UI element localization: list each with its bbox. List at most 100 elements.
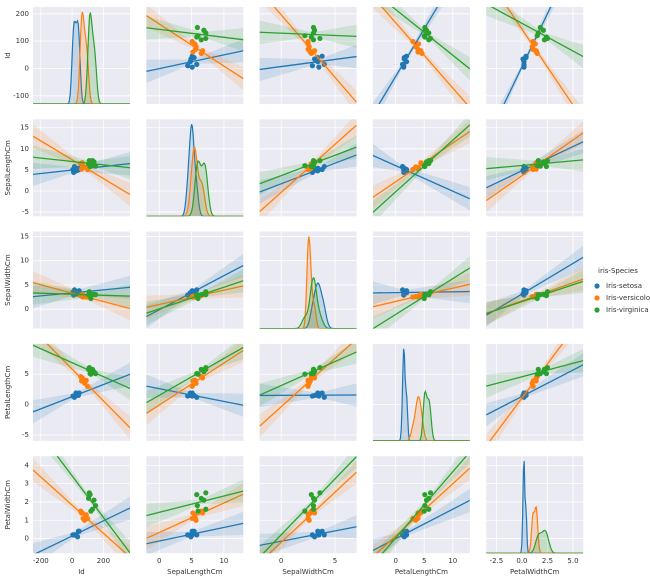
x-tick-label: -200 — [33, 557, 49, 565]
y-axis-label: SepalLengthCm — [4, 140, 12, 195]
plot-area — [33, 271, 130, 321]
scatter-point — [83, 377, 89, 383]
panel-background — [259, 343, 357, 441]
regression-line — [391, 7, 470, 70]
scatter-point — [308, 371, 314, 377]
scatter-point — [533, 48, 539, 54]
confidence-band — [50, 456, 130, 554]
regression-line — [56, 456, 130, 554]
regression-line — [146, 490, 244, 517]
panel — [259, 343, 357, 441]
legend-marker — [594, 307, 600, 313]
regression-line — [33, 344, 130, 390]
regression-line — [372, 267, 470, 329]
scatter-point — [85, 383, 91, 389]
scatter-point — [92, 163, 99, 169]
y-tick-label: 10 — [20, 257, 29, 265]
panel — [259, 231, 357, 329]
scatter-point — [309, 63, 316, 69]
scatter-point — [401, 54, 407, 61]
scatter-point — [319, 390, 325, 396]
panel-background — [146, 231, 244, 329]
y-tick-label: 3 — [25, 480, 29, 488]
scatter-point — [185, 532, 191, 538]
scatter-point — [422, 503, 428, 509]
regression-line — [259, 154, 357, 193]
y-tick-label: 100 — [16, 37, 29, 45]
panel-background — [372, 456, 470, 554]
scatter-point — [537, 292, 543, 298]
panel — [372, 7, 470, 104]
scatter-point — [540, 159, 546, 165]
plot-area — [486, 121, 584, 213]
scatter-point — [189, 64, 195, 70]
scatter-point — [89, 506, 96, 512]
scatter-point — [410, 38, 416, 45]
y-tick-label: 2 — [25, 498, 29, 506]
y-tick-label: 0 — [25, 187, 29, 195]
scatter-point — [316, 64, 322, 70]
confidence-band — [372, 256, 470, 329]
panel — [259, 119, 357, 217]
scatter-point — [189, 383, 195, 389]
x-tick-label: 5 — [189, 557, 193, 565]
panel — [372, 231, 470, 329]
y-tick-label: 0 — [25, 64, 29, 72]
panel-background — [259, 7, 357, 104]
x-tick-label: 200 — [97, 557, 110, 565]
x-tick-label: 2.5 — [542, 557, 553, 565]
scatter-point — [535, 158, 541, 164]
scatter-point — [79, 375, 85, 381]
scatter-point — [305, 377, 311, 383]
kde-curve — [372, 395, 470, 441]
scatter-point — [305, 512, 311, 518]
scatter-point — [191, 392, 197, 399]
kde-curve — [146, 160, 244, 217]
scatter-point — [418, 160, 424, 166]
confidence-band — [265, 7, 357, 104]
scatter-point — [195, 508, 201, 514]
panel — [486, 343, 584, 441]
y-tick-label: 10 — [20, 145, 29, 153]
plot-area — [259, 7, 357, 104]
x-axis-label: Id — [78, 568, 85, 576]
x-tick-label: 0 — [70, 557, 74, 565]
y-tick-label: 15 — [20, 232, 29, 240]
scatter-point — [194, 532, 200, 538]
scatter-point — [311, 375, 318, 381]
scatter-point — [521, 63, 527, 69]
kde-curve — [33, 11, 130, 104]
regression-line — [381, 456, 468, 554]
scatter-point — [422, 34, 428, 40]
legend-title: iris-Species — [598, 267, 638, 275]
x-tick-label: 0 — [393, 557, 397, 565]
scatter-point — [192, 377, 198, 383]
kde-fill — [372, 396, 470, 441]
panel — [33, 7, 130, 104]
legend-marker — [594, 283, 600, 289]
scatter-point — [201, 27, 207, 33]
scatter-point — [302, 371, 308, 377]
confidence-band — [33, 458, 130, 554]
scatter-point — [418, 291, 424, 297]
scatter-point — [523, 290, 529, 296]
scatter-point — [401, 165, 407, 171]
regression-line — [146, 50, 244, 72]
confidence-band — [259, 515, 357, 554]
scatter-point — [189, 515, 195, 522]
scatter-point — [530, 166, 536, 173]
regression-line — [262, 456, 357, 554]
panel-background — [486, 7, 584, 104]
regression-line — [259, 31, 357, 37]
scatter-point — [309, 532, 316, 538]
scatter-point — [401, 290, 407, 296]
scatter-point — [427, 490, 434, 496]
panel-background — [486, 231, 584, 329]
scatter-point — [523, 165, 529, 171]
scatter-point — [71, 393, 77, 399]
panel — [33, 456, 130, 554]
regression-line — [486, 360, 584, 387]
panel-background — [33, 456, 130, 554]
scatter-point — [302, 508, 308, 514]
